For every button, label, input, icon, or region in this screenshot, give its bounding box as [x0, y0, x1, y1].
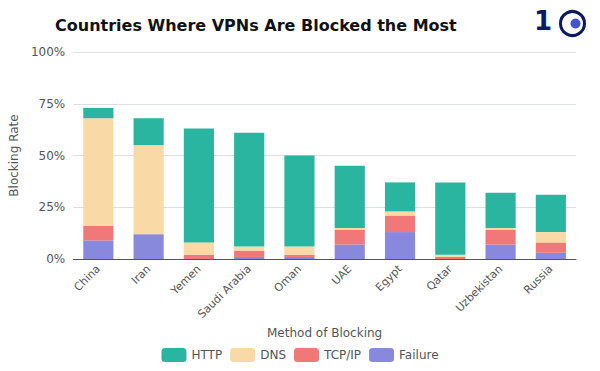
- svg-text:1: 1: [534, 6, 552, 36]
- svg-text:100%: 100%: [31, 45, 65, 59]
- svg-text:Failure: Failure: [399, 348, 438, 362]
- svg-text:75%: 75%: [39, 97, 66, 111]
- svg-text:Saudi Arabia: Saudi Arabia: [195, 262, 253, 320]
- svg-text:China: China: [72, 262, 103, 293]
- svg-text:DNS: DNS: [260, 348, 286, 362]
- svg-text:UAE: UAE: [329, 262, 354, 287]
- svg-text:Countries Where VPNs Are Block: Countries Where VPNs Are Blocked the Mos…: [55, 16, 457, 35]
- svg-text:Uzbekistan: Uzbekistan: [453, 262, 505, 314]
- svg-text:Oman: Oman: [271, 262, 304, 295]
- svg-text:Qatar: Qatar: [424, 262, 455, 293]
- svg-text:Russia: Russia: [521, 262, 555, 296]
- svg-text:25%: 25%: [39, 200, 66, 214]
- svg-text:Egypt: Egypt: [373, 262, 405, 294]
- svg-text:Method of Blocking: Method of Blocking: [267, 326, 382, 340]
- svg-text:Iran: Iran: [129, 262, 153, 286]
- svg-text:TCP/IP: TCP/IP: [323, 348, 361, 362]
- svg-text:0%: 0%: [46, 252, 65, 266]
- svg-text:Yemen: Yemen: [168, 262, 204, 298]
- svg-text:50%: 50%: [39, 149, 66, 163]
- svg-text:Blocking Rate: Blocking Rate: [7, 114, 21, 196]
- svg-text:HTTP: HTTP: [191, 348, 222, 362]
